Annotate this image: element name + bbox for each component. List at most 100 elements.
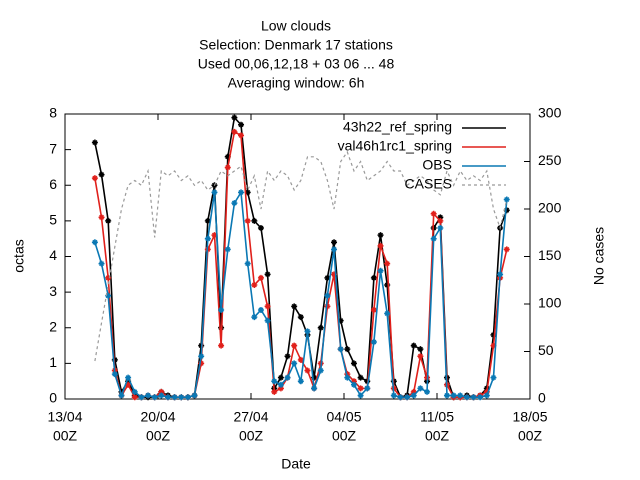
series-line: [94, 189, 508, 399]
point-marker: [437, 217, 444, 224]
point-marker: [125, 374, 132, 381]
point-marker: [291, 303, 298, 310]
chart-subtitle: Used 00,06,12,18 + 03 06 ... 48: [198, 56, 395, 72]
point-marker: [125, 378, 132, 385]
x-tick-label: 00Z: [425, 428, 450, 444]
point-marker: [231, 200, 238, 207]
x-tick-label: 20/04: [140, 409, 175, 425]
point-marker: [370, 339, 377, 345]
point-marker: [344, 371, 351, 378]
point-marker: [291, 342, 298, 349]
point-marker: [178, 394, 185, 401]
point-marker: [417, 385, 424, 392]
point-marker: [370, 274, 377, 281]
point-marker: [297, 378, 304, 385]
point-marker: [357, 385, 364, 392]
point-marker: [324, 303, 331, 310]
point-marker: [204, 217, 211, 224]
x-tick-label: 00Z: [146, 428, 171, 444]
point-marker: [337, 317, 344, 324]
point-marker: [271, 378, 278, 385]
point-marker: [463, 394, 470, 401]
point-marker: [297, 314, 304, 321]
point-marker: [211, 189, 218, 196]
point-marker: [483, 392, 490, 399]
x-tick-label: 13/04: [47, 409, 82, 425]
x-tick-label: 11/05: [420, 409, 454, 425]
point-marker: [105, 217, 112, 224]
point-marker: [390, 392, 397, 399]
point-marker: [350, 378, 357, 385]
point-marker: [277, 385, 284, 392]
point-marker: [503, 196, 510, 203]
y2-tick-label: 50: [538, 342, 554, 358]
y2-tick-label: 300: [538, 105, 562, 121]
point-marker: [457, 392, 464, 399]
y-tick-label: 1: [49, 354, 57, 370]
point-marker: [384, 310, 391, 317]
point-marker: [91, 175, 98, 182]
point-marker: [497, 271, 504, 278]
plot-frame: [64, 113, 531, 400]
point-marker: [304, 367, 311, 374]
point-marker: [364, 385, 371, 392]
point-marker: [284, 353, 291, 360]
x-tick-label: 27/04: [233, 409, 268, 425]
legend-label: 43h22_ref_spring: [343, 119, 452, 135]
point-marker: [417, 353, 424, 360]
point-marker: [231, 114, 238, 121]
point-marker: [131, 394, 138, 401]
y-tick-label: 6: [49, 176, 57, 192]
y-tick-label: 0: [49, 390, 57, 406]
point-marker: [503, 246, 510, 253]
x-tick-label: 00Z: [239, 428, 264, 444]
point-marker: [404, 394, 411, 401]
point-marker: [311, 374, 318, 381]
point-marker: [151, 394, 158, 401]
point-marker: [277, 381, 284, 388]
point-marker: [430, 235, 437, 242]
point-marker: [231, 128, 238, 135]
point-marker: [357, 374, 364, 381]
chart-subtitle: Selection: Denmark 17 stations: [199, 37, 393, 53]
point-marker: [204, 235, 211, 242]
point-marker: [257, 225, 264, 231]
point-marker: [410, 392, 417, 399]
y-tick-label: 2: [49, 318, 57, 334]
point-marker: [277, 374, 284, 381]
point-marker: [264, 317, 271, 324]
point-marker: [118, 388, 125, 395]
y-tick-label: 5: [49, 212, 57, 228]
point-marker: [251, 314, 258, 321]
point-marker: [324, 292, 331, 299]
point-marker: [430, 210, 437, 217]
point-marker: [284, 374, 291, 381]
point-marker: [384, 260, 391, 267]
point-marker: [264, 303, 271, 310]
point-marker: [257, 306, 264, 313]
point-marker: [377, 267, 384, 274]
point-marker: [317, 367, 324, 374]
x-tick-label: 18/05: [512, 409, 547, 425]
point-marker: [211, 232, 218, 239]
point-marker: [257, 274, 264, 281]
point-marker: [490, 374, 497, 381]
point-marker: [443, 392, 450, 399]
point-marker: [171, 394, 178, 401]
y2-tick-label: 100: [538, 295, 562, 311]
y-tick-label: 7: [49, 140, 57, 156]
point-marker: [98, 214, 105, 221]
x-tick-label: 00Z: [332, 428, 357, 444]
point-marker: [244, 217, 251, 224]
chart-title: Low clouds: [261, 18, 331, 34]
point-marker: [410, 342, 417, 349]
point-marker: [251, 282, 258, 288]
point-marker: [331, 271, 338, 278]
point-marker: [224, 153, 231, 160]
point-marker: [218, 342, 225, 349]
point-marker: [191, 392, 198, 399]
point-marker: [164, 394, 171, 401]
point-marker: [264, 271, 271, 278]
point-marker: [344, 346, 351, 353]
y-axis-label: octas: [11, 239, 27, 272]
